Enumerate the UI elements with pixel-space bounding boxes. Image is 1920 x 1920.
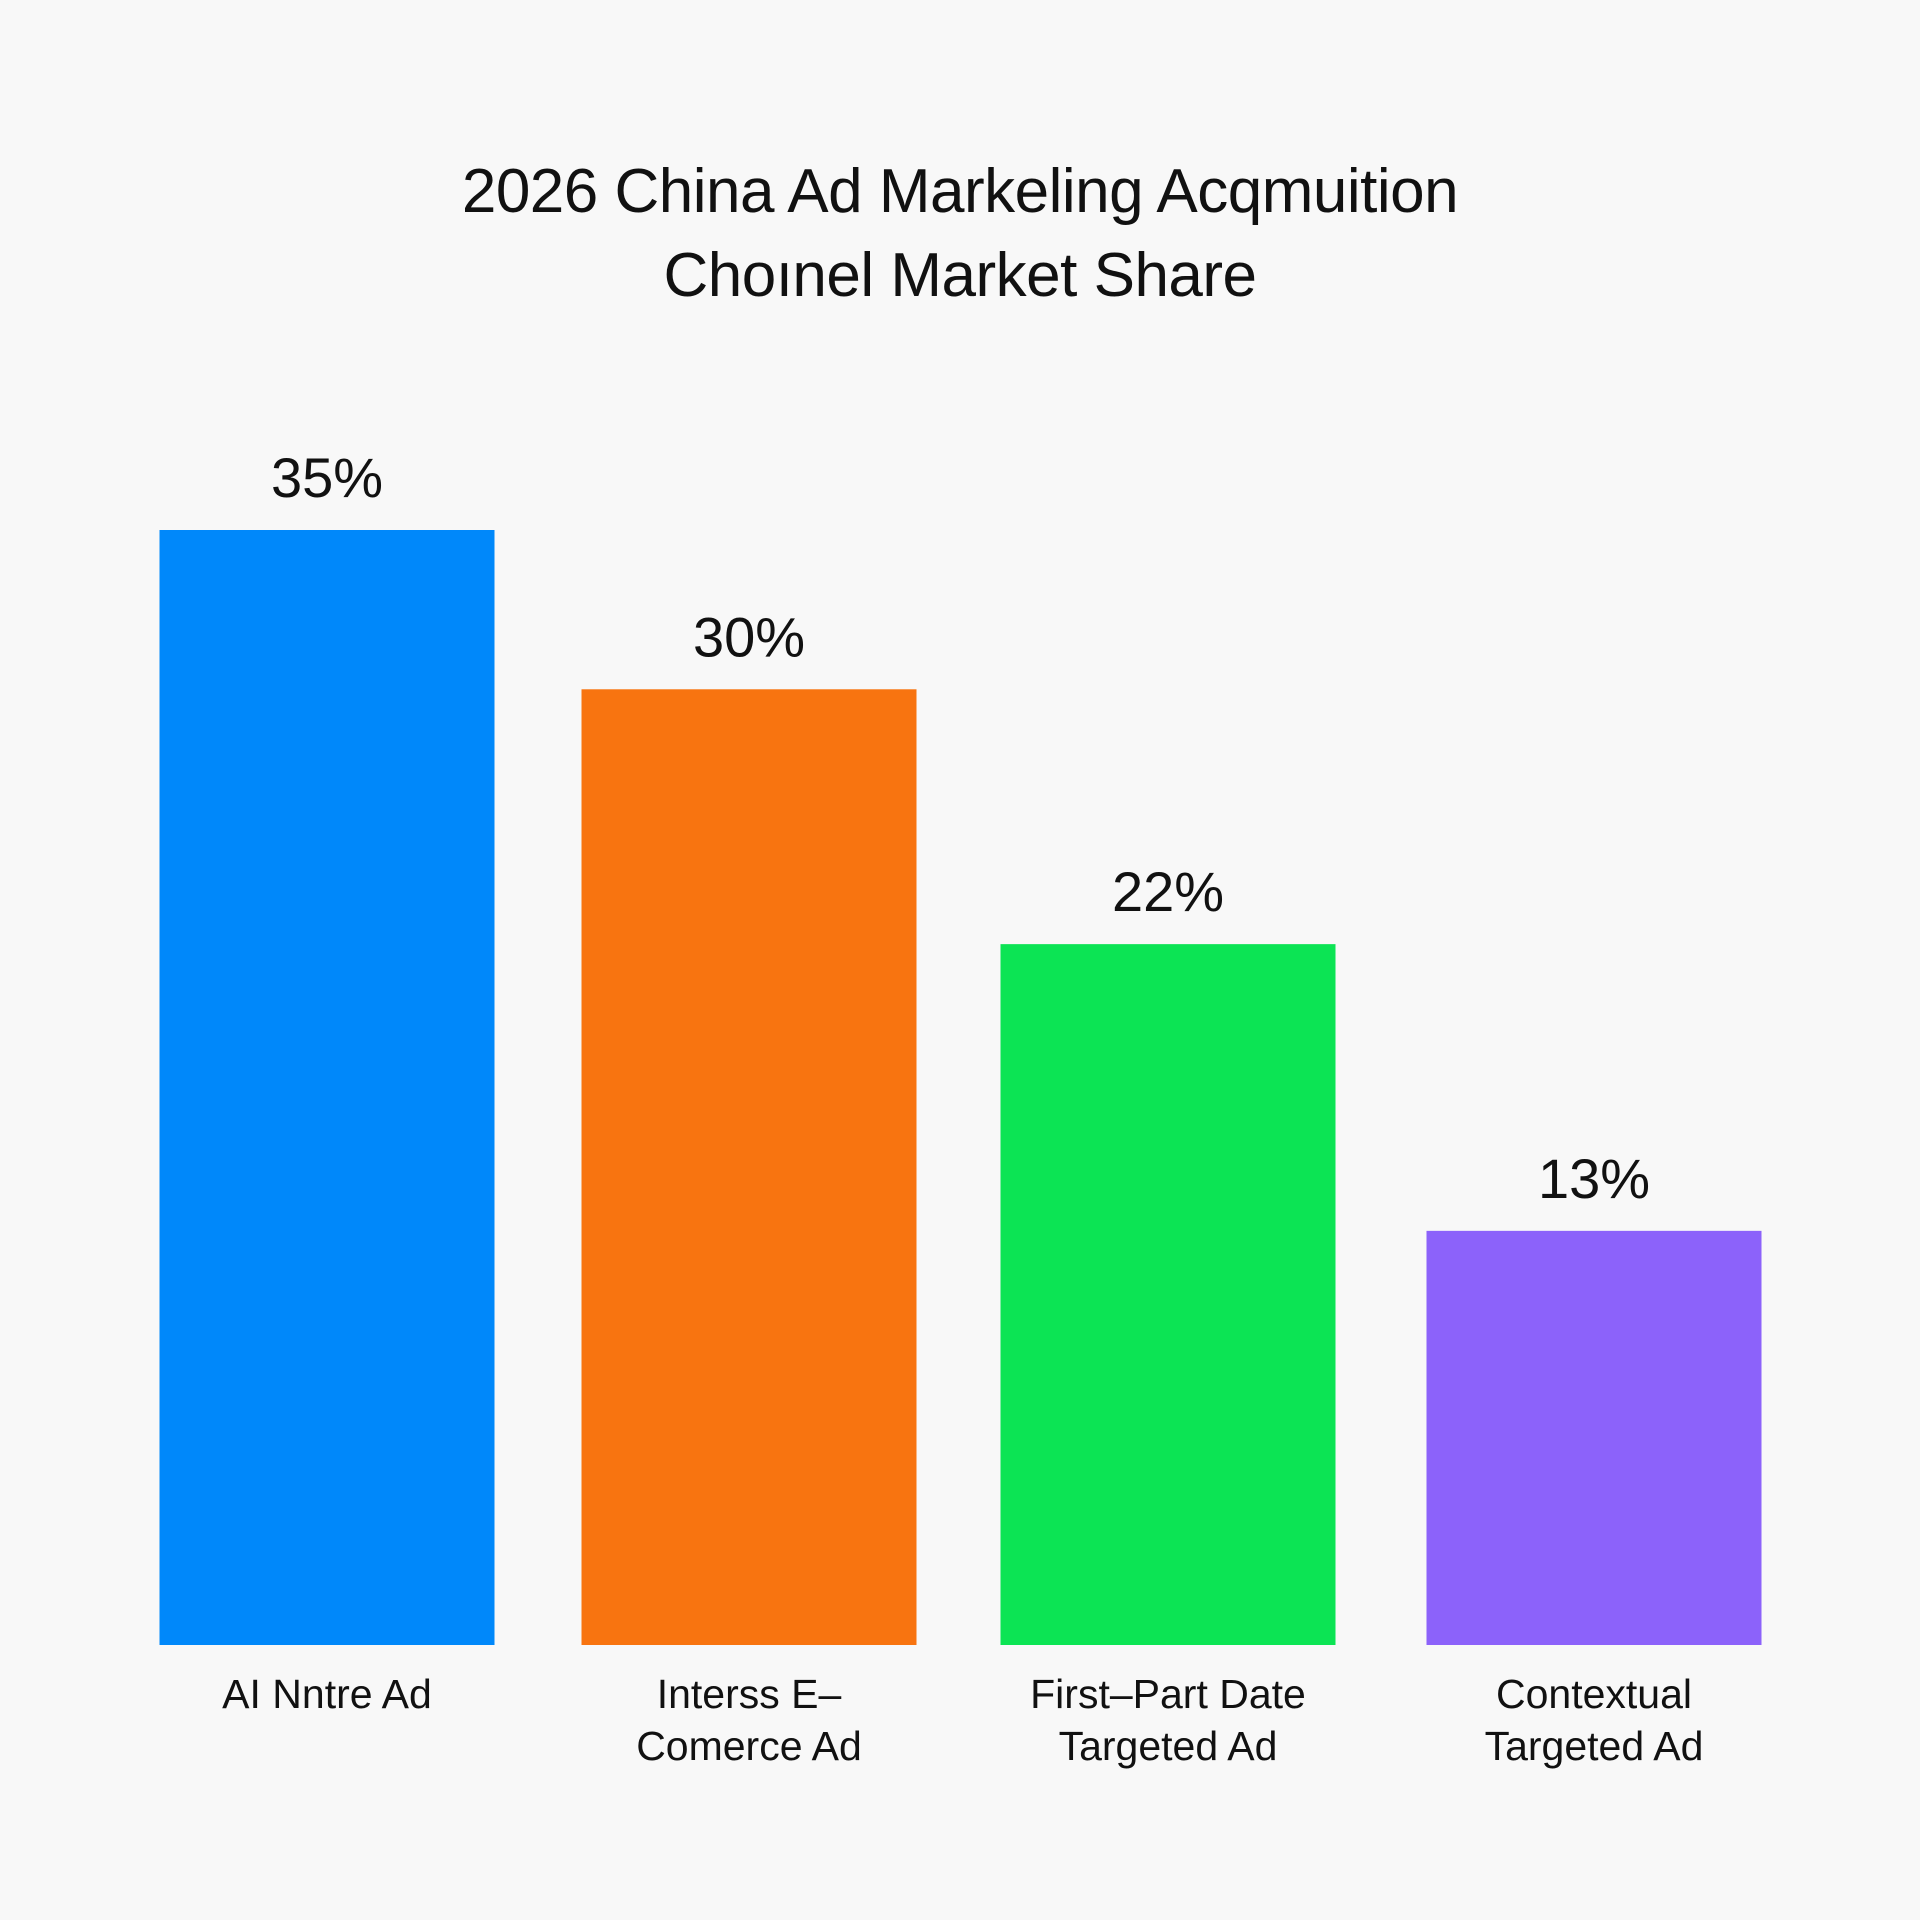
bar-1 <box>159 530 495 1645</box>
value-label-1: 35% <box>271 446 383 509</box>
bar-3 <box>1000 944 1336 1645</box>
bar-2 <box>581 689 917 1645</box>
value-label-3: 22% <box>1112 860 1224 923</box>
value-label-2: 30% <box>693 605 805 668</box>
category-label-4-line-1: Contextual <box>1496 1671 1692 1717</box>
category-label-1-line-1: AI Nntre Ad <box>222 1671 432 1717</box>
chart-title-line-2: Choınel Market Share <box>663 241 1257 310</box>
bar-4 <box>1426 1230 1762 1645</box>
category-label-4-line-2: Targeted Ad <box>1485 1723 1704 1769</box>
category-labels-group: AI Nntre Ad Interss E– Comerce Ad First–Par… <box>222 1671 1703 1769</box>
category-label-2-line-2: Comerce Ad <box>636 1723 862 1769</box>
value-label-4: 13% <box>1538 1147 1650 1210</box>
value-labels-group: 35% 30% 22% 13% <box>271 446 1650 1210</box>
category-label-2-line-1: Interss E– <box>657 1671 842 1717</box>
chart-title-line-1: 2026 China Ad Markeling Acqmuition <box>461 157 1459 226</box>
bars-group <box>159 530 1762 1645</box>
chart-title: 2026 China Ad Markeling Acqmuition Choın… <box>0 150 1920 318</box>
category-label-3-line-2: Targeted Ad <box>1059 1723 1278 1769</box>
category-label-3-line-1: First–Part Date <box>1030 1671 1306 1717</box>
